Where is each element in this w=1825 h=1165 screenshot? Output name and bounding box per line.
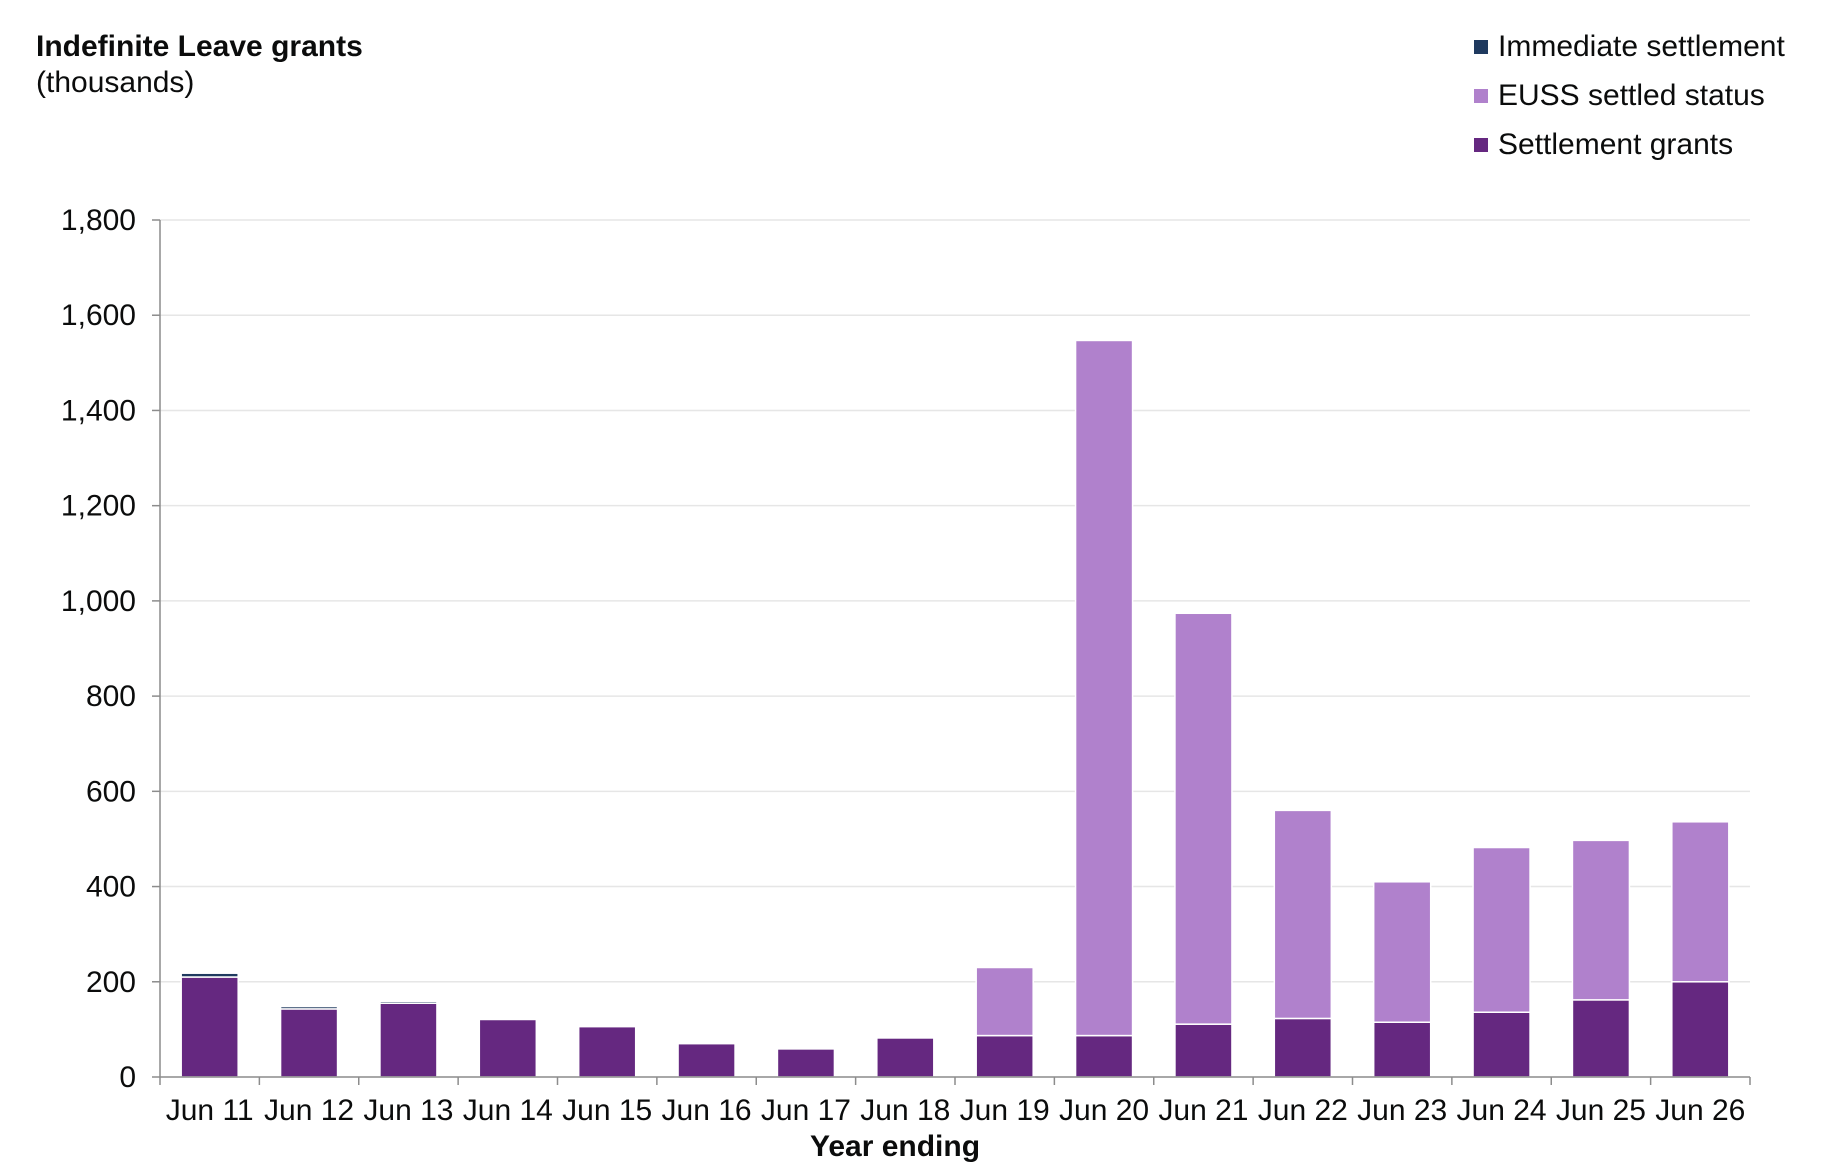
x-tick-label: Jun 19: [960, 1094, 1050, 1127]
y-tick-label: 1,400: [61, 394, 136, 427]
bar-immediate-settlement: [180, 972, 239, 978]
x-tick-label: Jun 14: [463, 1094, 553, 1127]
y-tick-label: 1,000: [61, 585, 136, 618]
y-tick-label: 800: [86, 680, 136, 713]
bar-settlement-grants: [677, 1042, 736, 1078]
legend: Immediate settlement EUSS settled status…: [1474, 22, 1785, 169]
legend-label-euss-settled-status: EUSS settled status: [1498, 78, 1765, 112]
x-tick-label: Jun 15: [562, 1094, 652, 1127]
legend-label-settlement-grants: Settlement grants: [1498, 127, 1734, 161]
x-tick-label: Jun 12: [264, 1094, 354, 1127]
bar-immediate-settlement: [379, 1000, 438, 1004]
y-tick-label: 200: [86, 966, 136, 999]
x-tick-label: Jun 18: [860, 1094, 950, 1127]
y-tick-label: 1,200: [61, 490, 136, 523]
legend-swatch-euss-settled-status: [1474, 88, 1488, 103]
x-tick-label: Jun 21: [1158, 1094, 1248, 1127]
chart-title: Indefinite Leave grants: [36, 30, 363, 63]
bar-euss-settled-status: [1273, 809, 1333, 1020]
bars: [180, 339, 1730, 1078]
x-tick-label: Jun 23: [1357, 1094, 1447, 1127]
bar-euss-settled-status: [975, 966, 1034, 1037]
bar-settlement-grants: [1074, 1034, 1134, 1078]
bar-euss-settled-status: [1372, 881, 1432, 1023]
bar-settlement-grants: [577, 1025, 637, 1078]
x-tick-label: Jun 25: [1556, 1094, 1646, 1127]
legend-item-immediate-settlement: Immediate settlement: [1474, 22, 1785, 71]
legend-label-immediate-settlement: Immediate settlement: [1498, 29, 1785, 63]
y-tick-label: 400: [86, 871, 136, 904]
x-axis-label: Year ending: [810, 1130, 980, 1163]
y-tick-label: 600: [86, 775, 136, 808]
bar-settlement-grants: [279, 1008, 339, 1078]
bar-euss-settled-status: [1472, 846, 1531, 1013]
x-tick-label: Jun 20: [1059, 1094, 1149, 1127]
x-tick-label: Jun 16: [662, 1094, 752, 1127]
axes: [152, 219, 1751, 1085]
bar-settlement-grants: [1174, 1023, 1233, 1078]
y-tick-label: 0: [119, 1061, 136, 1094]
bar-immediate-settlement: [577, 1024, 637, 1028]
bar-settlement-grants: [975, 1034, 1034, 1078]
bar-settlement-grants: [876, 1037, 935, 1078]
legend-swatch-settlement-grants: [1474, 137, 1488, 152]
bar-euss-settled-status: [1174, 612, 1233, 1025]
y-tick-label: 1,600: [61, 299, 136, 332]
bar-settlement-grants: [478, 1018, 538, 1078]
legend-item-euss-settled-status: EUSS settled status: [1474, 71, 1785, 120]
x-tick-label: Jun 17: [761, 1094, 851, 1127]
x-tick-label: Jun 11: [166, 1094, 254, 1127]
chart-subtitle: (thousands): [36, 66, 195, 99]
bar-settlement-grants: [776, 1048, 836, 1078]
legend-item-settlement-grants: Settlement grants: [1474, 120, 1785, 169]
x-tick-label: Jun 13: [363, 1094, 453, 1127]
legend-swatch-immediate-settlement: [1474, 39, 1488, 54]
y-tick-labels: 0 200 400 600 800 1,000 1,200 1,400 1,600 1,800: [61, 204, 136, 1094]
bar-immediate-settlement: [478, 1017, 538, 1021]
x-tick-label: Jun 22: [1258, 1094, 1348, 1127]
bar-settlement-grants: [1671, 981, 1730, 1078]
bar-settlement-grants: [1472, 1011, 1531, 1078]
bar-settlement-grants: [1372, 1021, 1432, 1078]
bar-settlement-grants: [180, 976, 239, 1078]
x-tick-labels: Jun 11 Jun 12 Jun 13 Jun 14 Jun 15 Jun 16 Jun …: [166, 1094, 1746, 1127]
x-tick-label: Jun 24: [1457, 1094, 1547, 1127]
bar-immediate-settlement: [279, 1005, 339, 1010]
bar-settlement-grants: [379, 1002, 438, 1078]
x-tick-label: Jun 26: [1655, 1094, 1745, 1127]
bar-settlement-grants: [1273, 1017, 1333, 1078]
bar-settlement-grants: [1571, 999, 1631, 1078]
bar-euss-settled-status: [1074, 339, 1134, 1037]
bar-euss-settled-status: [1671, 821, 1730, 983]
bar-euss-settled-status: [1571, 839, 1631, 1001]
y-tick-label: 1,800: [61, 204, 136, 237]
